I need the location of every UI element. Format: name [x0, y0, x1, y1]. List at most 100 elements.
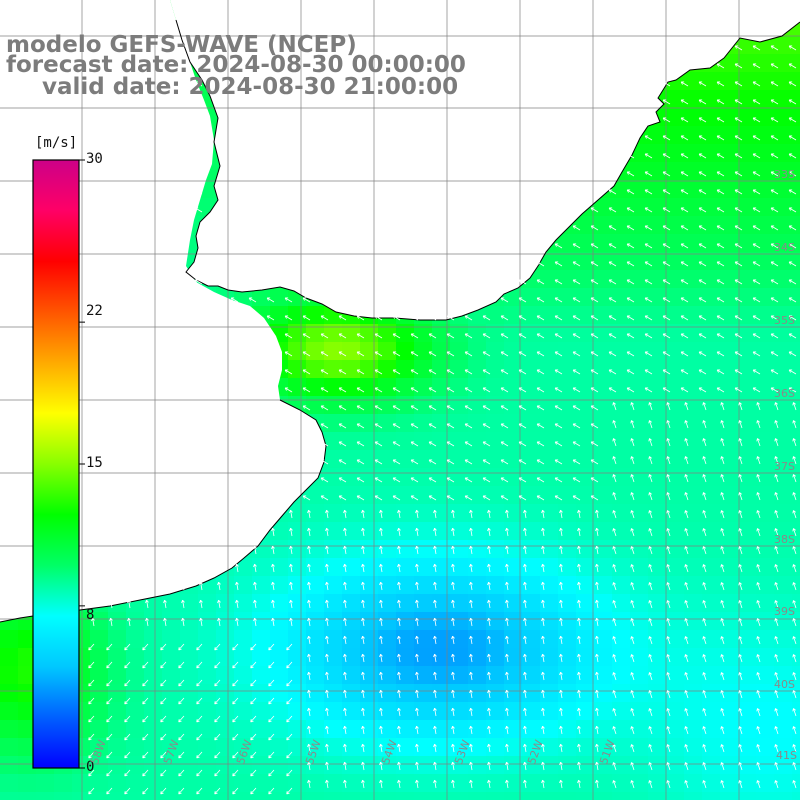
field-cell — [450, 612, 468, 630]
wind-arrow — [343, 671, 347, 681]
field-cell — [612, 720, 630, 738]
field-cell — [792, 198, 800, 216]
field-cell — [378, 684, 396, 702]
wind-arrow — [379, 725, 383, 735]
wind-arrow — [214, 715, 221, 723]
wind-arrow — [428, 315, 437, 321]
field-cell — [504, 684, 522, 702]
wind-arrow — [142, 751, 149, 759]
wind-arrow — [612, 438, 617, 447]
field-cell — [396, 774, 414, 792]
field-cell — [702, 720, 720, 738]
wind-arrow — [320, 369, 329, 375]
wind-arrow — [554, 297, 563, 303]
wind-arrow — [554, 243, 563, 249]
wind-arrow — [487, 509, 491, 519]
field-cell — [504, 450, 522, 468]
wind-arrow — [644, 243, 653, 249]
field-cell — [576, 324, 594, 342]
field-cell — [396, 594, 414, 612]
wind-arrow — [738, 780, 743, 789]
wind-arrow — [284, 351, 293, 357]
wind-arrow — [666, 744, 671, 753]
wind-arrow — [662, 333, 671, 339]
wind-arrow — [577, 761, 581, 771]
field-cell — [468, 576, 486, 594]
wind-arrow — [702, 528, 707, 537]
field-cell — [414, 324, 432, 342]
wind-arrow — [684, 474, 689, 483]
wind-arrow — [716, 243, 725, 249]
wind-arrow — [541, 617, 545, 627]
field-cell — [648, 630, 666, 648]
wind-arrow — [644, 369, 653, 375]
wind-arrow — [752, 153, 761, 159]
field-cell — [792, 450, 800, 468]
wind-arrow — [433, 689, 437, 699]
wind-arrow — [487, 689, 491, 699]
field-cell — [504, 666, 522, 684]
wind-arrow — [738, 564, 743, 573]
field-cell — [792, 396, 800, 414]
field-cell — [756, 162, 774, 180]
field-cell — [468, 450, 486, 468]
field-cell — [594, 774, 612, 792]
wind-arrow — [379, 635, 383, 645]
field-cell — [738, 486, 756, 504]
wind-arrow — [106, 751, 113, 759]
wind-arrow — [428, 441, 437, 447]
wind-arrow — [648, 492, 653, 501]
wind-arrow — [214, 787, 221, 795]
field-cell — [576, 378, 594, 396]
wind-arrow — [469, 743, 473, 753]
wind-arrow — [577, 509, 581, 519]
wind-arrow — [374, 387, 383, 393]
field-cell — [198, 720, 216, 738]
field-cell — [468, 486, 486, 504]
wind-arrow — [250, 751, 257, 759]
field-cell — [792, 630, 800, 648]
coastline-south — [0, 399, 327, 623]
field-cell — [432, 432, 450, 450]
field-cell — [522, 486, 540, 504]
wind-arrow — [680, 171, 689, 177]
wind-arrow — [644, 189, 653, 195]
wind-arrow — [451, 671, 455, 681]
field-cell — [432, 630, 450, 648]
wind-arrow — [792, 564, 797, 573]
wind-arrow — [684, 528, 689, 537]
field-cell — [702, 162, 720, 180]
field-cell — [450, 558, 468, 576]
wind-arrow — [554, 477, 563, 483]
field-cell — [252, 792, 270, 800]
wind-arrow — [788, 207, 797, 213]
field-cell — [522, 774, 540, 792]
field-cell — [432, 702, 450, 720]
field-cell — [738, 522, 756, 540]
wind-arrow — [253, 563, 257, 573]
field-cell — [396, 576, 414, 594]
field-cell — [720, 594, 738, 612]
field-cell — [522, 540, 540, 558]
wind-arrow — [702, 618, 707, 627]
wind-arrow — [523, 635, 527, 645]
wind-arrow — [302, 405, 311, 411]
wind-arrow — [720, 780, 725, 789]
field-cell — [540, 504, 558, 522]
field-cell — [468, 432, 486, 450]
wind-arrow — [684, 690, 689, 699]
field-cell — [648, 792, 666, 800]
wind-arrow — [680, 99, 689, 105]
wind-arrow — [482, 459, 491, 465]
wind-arrow — [702, 690, 707, 699]
field-cell — [756, 576, 774, 594]
wind-arrow — [250, 769, 257, 777]
wind-arrow — [286, 643, 293, 651]
field-cell — [162, 738, 180, 756]
wind-arrow — [284, 297, 293, 303]
field-cell — [540, 414, 558, 432]
wind-arrow — [590, 279, 599, 285]
field-cell — [594, 234, 612, 252]
wind-arrow — [756, 654, 761, 663]
field-cell — [324, 594, 342, 612]
